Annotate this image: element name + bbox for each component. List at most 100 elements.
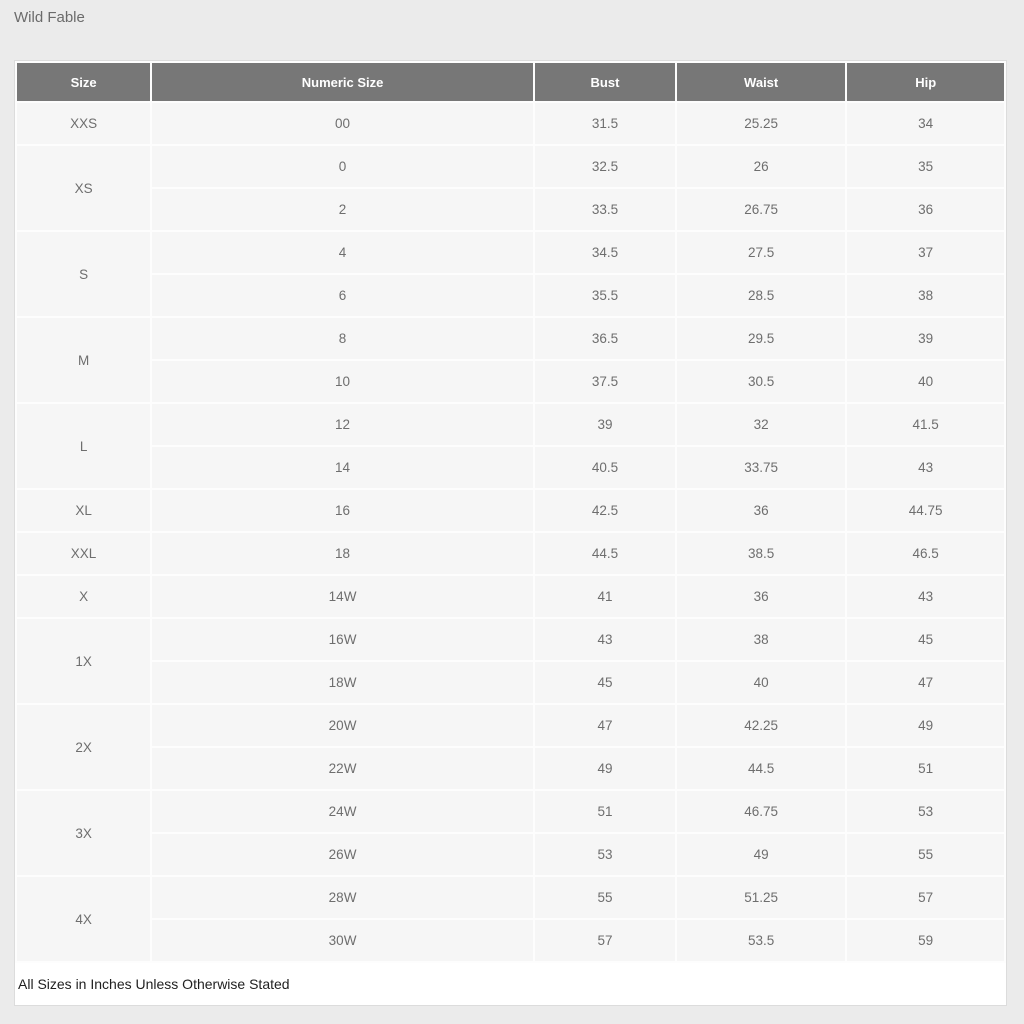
table-row: 2 33.5 26.75 36 <box>17 189 1004 230</box>
column-header-bust: Bust <box>534 63 675 101</box>
table-cell: 43 <box>534 619 675 660</box>
size-group-cell: XXS <box>17 103 151 144</box>
column-header-numeric-size: Numeric Size <box>152 63 533 101</box>
table-cell: 24W <box>152 791 533 832</box>
table-cell: 00 <box>152 103 533 144</box>
table-cell: 57 <box>534 920 675 961</box>
table-cell: 30W <box>152 920 533 961</box>
table-cell: 16 <box>152 490 533 531</box>
table-cell: 34 <box>847 103 1004 144</box>
table-cell: 2 <box>152 189 533 230</box>
table-row: 4X 28W 55 51.25 57 <box>17 877 1004 961</box>
table-cell: 14 <box>152 447 533 488</box>
table-cell: 42.5 <box>534 490 675 531</box>
table-cell: 39 <box>847 318 1004 359</box>
table-cell: 41.5 <box>847 404 1004 445</box>
table-cell: 36 <box>847 189 1004 230</box>
table-row: X 14W 41 36 43 <box>17 576 1004 617</box>
header-row: Size Numeric Size Bust Waist Hip <box>17 63 1004 101</box>
size-group-cell: 4X <box>17 877 151 961</box>
table-cell: 8 <box>152 318 533 359</box>
column-header-hip: Hip <box>847 63 1004 101</box>
table-cell: 44.5 <box>534 533 675 574</box>
table-cell: 46.75 <box>676 791 846 832</box>
table-row: S 4 34.5 27.5 37 <box>17 232 1004 316</box>
table-cell: 44.75 <box>847 490 1004 531</box>
table-cell: 6 <box>152 275 533 316</box>
table-row: L 12 39 32 41.5 <box>17 404 1004 488</box>
table-row: XL 16 42.5 36 44.75 <box>17 490 1004 531</box>
table-cell: 32.5 <box>534 146 675 187</box>
table-row: 26W 53 49 55 <box>17 834 1004 875</box>
table-cell: 43 <box>847 447 1004 488</box>
table-cell: 16W <box>152 619 533 660</box>
table-cell: 46.5 <box>847 533 1004 574</box>
table-row: 14 40.5 33.75 43 <box>17 447 1004 488</box>
table-cell: 20W <box>152 705 533 746</box>
table-cell: 51 <box>847 748 1004 789</box>
table-cell: 22W <box>152 748 533 789</box>
page-title: Wild Fable <box>14 9 85 26</box>
table-row: 2X 20W 47 42.25 49 <box>17 705 1004 789</box>
table-row: XXL 18 44.5 38.5 46.5 <box>17 533 1004 574</box>
table-cell: 36.5 <box>534 318 675 359</box>
size-group-cell: 2X <box>17 705 151 789</box>
table-cell: 51 <box>534 791 675 832</box>
table-cell: 40 <box>847 361 1004 402</box>
size-group-cell: X <box>17 576 151 617</box>
table-cell: 26 <box>676 146 846 187</box>
table-row: XS 0 32.5 26 35 <box>17 146 1004 230</box>
table-cell: 36 <box>676 576 846 617</box>
table-cell: 32 <box>676 404 846 445</box>
table-cell: 36 <box>676 490 846 531</box>
table-row: 3X 24W 51 46.75 53 <box>17 791 1004 875</box>
table-cell: 40.5 <box>534 447 675 488</box>
size-chart-card: Size Numeric Size Bust Waist Hip XXS 00 31.5 25… <box>14 60 1007 1006</box>
table-cell: 4 <box>152 232 533 273</box>
size-group-cell: M <box>17 318 151 402</box>
table-cell: 27.5 <box>676 232 846 273</box>
table-cell: 57 <box>847 877 1004 918</box>
table-cell: 33.75 <box>676 447 846 488</box>
table-cell: 53 <box>847 791 1004 832</box>
table-cell: 37.5 <box>534 361 675 402</box>
table-cell: 10 <box>152 361 533 402</box>
size-group-cell: L <box>17 404 151 488</box>
table-cell: 33.5 <box>534 189 675 230</box>
table-cell: 38 <box>676 619 846 660</box>
table-cell: 49 <box>847 705 1004 746</box>
table-cell: 55 <box>534 877 675 918</box>
table-cell: 30.5 <box>676 361 846 402</box>
table-cell: 18 <box>152 533 533 574</box>
table-row: 30W 57 53.5 59 <box>17 920 1004 961</box>
size-group-cell: 1X <box>17 619 151 703</box>
table-cell: 35 <box>847 146 1004 187</box>
table-cell: 43 <box>847 576 1004 617</box>
table-cell: 41 <box>534 576 675 617</box>
table-cell: 44.5 <box>676 748 846 789</box>
table-row: 10 37.5 30.5 40 <box>17 361 1004 402</box>
size-group-cell: XXL <box>17 533 151 574</box>
table-cell: 26.75 <box>676 189 846 230</box>
table-cell: 34.5 <box>534 232 675 273</box>
table-row: 6 35.5 28.5 38 <box>17 275 1004 316</box>
table-cell: 31.5 <box>534 103 675 144</box>
table-cell: 49 <box>534 748 675 789</box>
size-group-cell: XL <box>17 490 151 531</box>
size-group-cell: 3X <box>17 791 151 875</box>
table-cell: 12 <box>152 404 533 445</box>
table-cell: 47 <box>534 705 675 746</box>
table-row: 22W 49 44.5 51 <box>17 748 1004 789</box>
table-cell: 18W <box>152 662 533 703</box>
table-cell: 55 <box>847 834 1004 875</box>
table-cell: 40 <box>676 662 846 703</box>
size-group-cell: XS <box>17 146 151 230</box>
column-header-size: Size <box>17 63 151 101</box>
table-cell: 59 <box>847 920 1004 961</box>
table-cell: 0 <box>152 146 533 187</box>
table-cell: 38 <box>847 275 1004 316</box>
table-cell: 42.25 <box>676 705 846 746</box>
table-cell: 39 <box>534 404 675 445</box>
table-cell: 51.25 <box>676 877 846 918</box>
table-cell: 49 <box>676 834 846 875</box>
